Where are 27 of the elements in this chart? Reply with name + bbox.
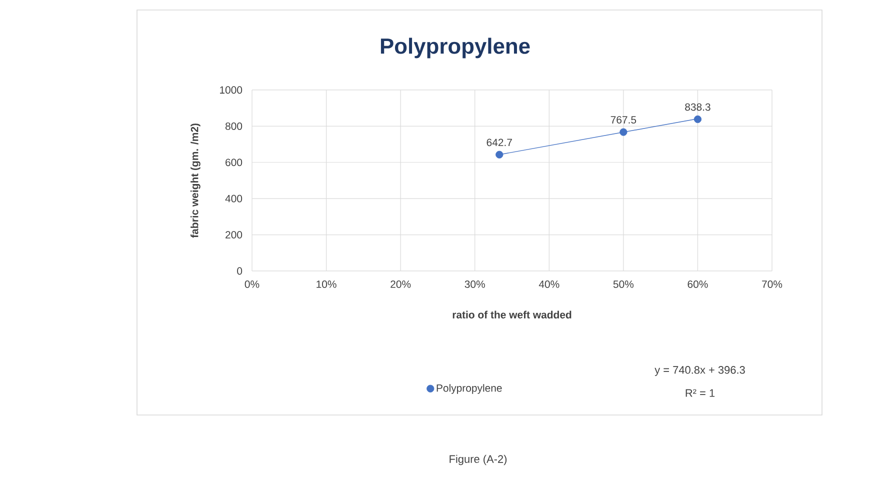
x-tick-label: 50%	[613, 280, 634, 288]
text: Figure (A-2)	[450, 454, 507, 466]
y-tick-label: 800	[225, 122, 242, 130]
data-label: 642.7	[486, 138, 512, 146]
chart-title: Polypropylene	[380, 38, 530, 58]
x-tick-label: 70%	[762, 280, 782, 288]
x-tick-label: 40%	[538, 280, 560, 288]
x-tick-label: 10%	[316, 280, 336, 288]
x-tick-label: 0%	[244, 280, 260, 288]
y-axis-title: fabric weight (gm. /m2)	[190, 124, 200, 238]
x-tick-label: 30%	[464, 280, 485, 288]
x-tick-label: 60%	[688, 280, 708, 288]
point	[620, 128, 628, 136]
x-axis-title: ratio of the weft wadded	[452, 310, 572, 318]
text: R² = 1	[686, 389, 715, 397]
point	[496, 150, 504, 158]
point	[694, 115, 702, 124]
data-label: 838.3	[685, 103, 710, 111]
legend-label: Polypropylene	[436, 384, 502, 394]
text: y = 740.8x + 396.3	[654, 366, 745, 376]
x-tick-label: 20%	[390, 280, 411, 288]
y-tick-label: 0	[237, 267, 242, 275]
y-tick-label: 400	[225, 194, 242, 202]
y-tick-label: 200	[226, 231, 242, 238]
y-tick-label: 1000	[220, 86, 242, 94]
y-tick-label: 600	[226, 158, 242, 166]
data-label: 767.5	[610, 116, 636, 124]
